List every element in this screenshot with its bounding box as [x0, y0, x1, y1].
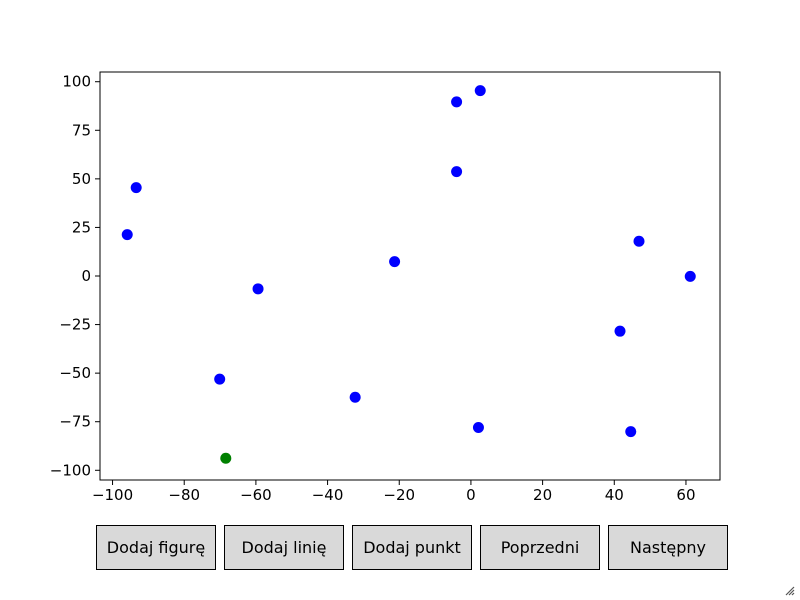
add-shape-button[interactable]: Dodaj figurę: [96, 525, 216, 570]
data-point: [451, 96, 463, 108]
x-tick-label: −40: [312, 486, 344, 504]
x-tick-label: 40: [605, 486, 624, 504]
data-point: [625, 426, 637, 438]
y-tick-label: −50: [59, 364, 91, 382]
axes-frame: [99, 71, 721, 481]
data-point: [252, 283, 264, 295]
x-tick-label: −60: [240, 486, 272, 504]
data-point: [614, 325, 626, 337]
y-tick-label: −25: [59, 316, 91, 334]
y-tick-label: 0: [81, 267, 91, 285]
data-point: [451, 166, 463, 178]
y-tick-label: 25: [72, 218, 91, 236]
data-point: [214, 373, 226, 385]
x-tick-label: −80: [168, 486, 200, 504]
x-tick-label: 20: [533, 486, 552, 504]
data-point: [472, 422, 484, 434]
data-point: [130, 182, 142, 194]
x-axis: −100 −80 −60 −40 −20 0 20 40 60: [92, 480, 696, 504]
y-tick-label: −75: [59, 413, 91, 431]
data-point: [220, 452, 232, 464]
y-tick-label: 75: [72, 121, 91, 139]
next-button[interactable]: Następny: [608, 525, 728, 570]
data-point: [474, 85, 486, 97]
data-point: [349, 391, 361, 403]
data-point: [684, 270, 696, 282]
x-tick-label: −20: [383, 486, 415, 504]
x-tick-label: 60: [676, 486, 695, 504]
y-tick-label: 100: [62, 73, 91, 91]
points-layer: [121, 85, 696, 464]
y-tick-label: 50: [72, 170, 91, 188]
previous-button[interactable]: Poprzedni: [480, 525, 600, 570]
resize-grip-icon[interactable]: [783, 584, 795, 596]
y-tick-label: −100: [50, 461, 91, 479]
x-tick-label: 0: [466, 486, 476, 504]
scatter-plot: −100 −80 −60 −40 −20 0 20 40 60 100 75 50 25 0 −25 −50…: [50, 71, 721, 504]
y-axis: 100 75 50 25 0 −25 −50 −75 −100: [50, 73, 100, 479]
add-line-button[interactable]: Dodaj linię: [224, 525, 344, 570]
data-point: [121, 229, 133, 241]
x-tick-label: −100: [92, 486, 133, 504]
add-point-button[interactable]: Dodaj punkt: [352, 525, 472, 570]
data-point: [633, 235, 645, 247]
data-point: [389, 256, 401, 268]
